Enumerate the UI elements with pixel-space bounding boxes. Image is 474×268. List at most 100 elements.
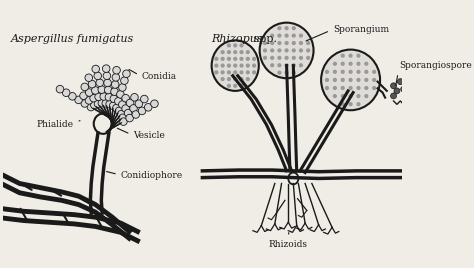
Circle shape <box>102 65 110 72</box>
Circle shape <box>333 62 337 66</box>
Circle shape <box>117 91 124 98</box>
Circle shape <box>233 64 237 68</box>
Ellipse shape <box>211 40 259 91</box>
Circle shape <box>394 88 400 94</box>
Circle shape <box>263 48 267 53</box>
Circle shape <box>126 99 134 107</box>
Circle shape <box>233 70 237 75</box>
Circle shape <box>227 57 231 61</box>
Text: Aspergillus fumigatus: Aspergillus fumigatus <box>11 35 135 44</box>
Ellipse shape <box>321 50 380 110</box>
Circle shape <box>401 86 407 92</box>
Circle shape <box>151 100 158 107</box>
Circle shape <box>364 86 368 90</box>
Circle shape <box>284 41 289 45</box>
Circle shape <box>348 102 353 106</box>
Circle shape <box>91 87 99 94</box>
Circle shape <box>122 94 129 102</box>
Circle shape <box>109 102 117 110</box>
Circle shape <box>277 63 282 67</box>
Circle shape <box>299 34 303 38</box>
Circle shape <box>92 65 100 73</box>
Circle shape <box>227 84 231 88</box>
Circle shape <box>364 78 368 82</box>
Circle shape <box>372 70 376 74</box>
Circle shape <box>270 48 274 53</box>
Circle shape <box>90 94 97 102</box>
Text: Phialide: Phialide <box>36 120 80 129</box>
Circle shape <box>333 86 337 90</box>
Circle shape <box>325 78 329 82</box>
Circle shape <box>75 96 82 104</box>
Circle shape <box>220 77 225 81</box>
Circle shape <box>325 70 329 74</box>
Circle shape <box>239 70 244 75</box>
Circle shape <box>118 110 125 118</box>
Circle shape <box>95 93 102 100</box>
Circle shape <box>252 70 256 75</box>
Circle shape <box>91 101 98 109</box>
Text: Conidia: Conidia <box>129 69 177 81</box>
Circle shape <box>118 101 126 108</box>
Circle shape <box>88 80 96 88</box>
Circle shape <box>104 79 111 87</box>
Circle shape <box>292 26 296 30</box>
Circle shape <box>284 34 289 38</box>
Circle shape <box>239 64 244 68</box>
Circle shape <box>85 96 93 104</box>
Circle shape <box>277 56 282 60</box>
Circle shape <box>233 43 237 47</box>
Circle shape <box>122 105 129 112</box>
Circle shape <box>227 70 231 75</box>
Circle shape <box>105 93 113 101</box>
Ellipse shape <box>260 23 313 78</box>
Text: Rhizoids: Rhizoids <box>268 233 307 249</box>
Circle shape <box>126 114 133 122</box>
Circle shape <box>112 74 119 81</box>
Circle shape <box>104 86 112 94</box>
Circle shape <box>220 50 225 54</box>
Circle shape <box>333 78 337 82</box>
Circle shape <box>56 85 64 93</box>
Text: Vesicle: Vesicle <box>117 128 165 140</box>
Circle shape <box>292 34 296 38</box>
Circle shape <box>118 84 126 91</box>
Circle shape <box>372 86 376 90</box>
Circle shape <box>246 64 250 68</box>
Circle shape <box>333 94 337 98</box>
Circle shape <box>356 70 361 74</box>
Circle shape <box>292 48 296 53</box>
Circle shape <box>119 114 127 122</box>
Circle shape <box>81 100 89 107</box>
Circle shape <box>306 48 310 53</box>
Circle shape <box>94 72 101 80</box>
Circle shape <box>140 95 148 103</box>
Circle shape <box>233 50 237 54</box>
Circle shape <box>397 79 403 84</box>
Circle shape <box>263 56 267 60</box>
Circle shape <box>341 102 345 106</box>
Circle shape <box>227 64 231 68</box>
Circle shape <box>121 77 128 84</box>
Circle shape <box>356 94 361 98</box>
Circle shape <box>106 100 113 108</box>
Circle shape <box>341 70 345 74</box>
Circle shape <box>341 54 345 58</box>
Circle shape <box>356 54 361 58</box>
Circle shape <box>115 98 122 105</box>
Circle shape <box>100 93 108 100</box>
Circle shape <box>102 100 109 107</box>
Circle shape <box>263 41 267 45</box>
Circle shape <box>364 70 368 74</box>
Circle shape <box>246 50 250 54</box>
Circle shape <box>138 107 146 115</box>
Circle shape <box>348 62 353 66</box>
Circle shape <box>85 74 92 81</box>
Circle shape <box>132 111 140 118</box>
Circle shape <box>220 57 225 61</box>
Circle shape <box>214 64 219 68</box>
Circle shape <box>112 104 120 112</box>
Circle shape <box>98 99 106 107</box>
Circle shape <box>214 70 219 75</box>
Circle shape <box>227 43 231 47</box>
